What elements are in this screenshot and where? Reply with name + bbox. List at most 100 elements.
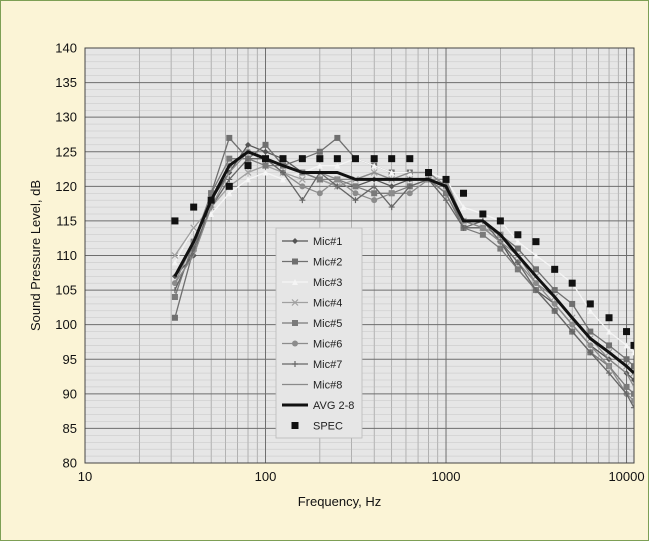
legend-item: Mic#2: [282, 257, 342, 269]
data-point: [226, 176, 233, 183]
data-point: [190, 224, 198, 232]
data-point: [371, 162, 378, 169]
x-tick-label: 10000: [608, 469, 644, 484]
legend-label: Mic#1: [313, 236, 342, 248]
data-point: [442, 175, 450, 183]
data-point: [514, 245, 521, 252]
data-point: [460, 189, 468, 197]
data-point: [569, 300, 576, 307]
data-point: [279, 155, 287, 163]
data-point: [171, 287, 178, 294]
data-point: [569, 328, 576, 335]
legend-box: [275, 227, 363, 439]
data-point: [262, 169, 269, 176]
x-tick-label: 100: [255, 469, 277, 484]
legend-item: Mic#7: [282, 359, 342, 371]
data-point: [262, 141, 269, 148]
y-tick-label: 125: [55, 144, 77, 159]
data-point: [371, 197, 378, 204]
data-point: [388, 155, 396, 163]
data-point: [532, 266, 539, 273]
data-point: [587, 307, 594, 314]
data-point: [551, 300, 558, 307]
data-point: [371, 183, 378, 190]
data-point: [514, 259, 521, 266]
data-point: [298, 155, 306, 163]
legend-item: Mic#8: [282, 380, 342, 392]
data-point: [551, 265, 559, 273]
y-tick-label: 135: [55, 75, 77, 90]
data-point: [262, 162, 269, 169]
data-point: [316, 190, 323, 197]
data-point: [370, 155, 378, 163]
data-point: [171, 217, 179, 225]
data-point: [292, 238, 298, 244]
y-axis-label: Sound Pressure Level, dB: [28, 180, 43, 331]
data-point: [587, 328, 594, 335]
data-point: [316, 176, 323, 183]
data-point: [226, 134, 233, 141]
data-point: [496, 217, 504, 225]
data-point: [497, 245, 504, 252]
y-tick-label: 140: [55, 41, 77, 56]
data-point: [623, 328, 631, 336]
data-point: [334, 162, 341, 169]
data-point: [352, 190, 359, 197]
data-point: [244, 169, 252, 176]
y-tick-label: 110: [56, 248, 77, 263]
data-point: [171, 314, 178, 321]
data-point: [292, 320, 298, 326]
legend-label: Mic#6: [313, 339, 342, 351]
data-point: [280, 176, 287, 183]
data-point: [388, 169, 395, 176]
data-point: [316, 155, 324, 163]
legend-item: Mic#1: [282, 236, 342, 248]
data-point: [631, 363, 634, 370]
y-tick-label: 80: [63, 456, 77, 471]
data-point: [225, 182, 233, 190]
y-tick-label: 115: [56, 213, 77, 228]
data-point: [292, 361, 298, 367]
y-tick-label: 90: [63, 386, 77, 401]
data-point: [551, 307, 558, 314]
data-point: [291, 299, 299, 306]
data-point: [226, 155, 233, 162]
data-point: [606, 342, 613, 349]
data-point: [514, 231, 522, 239]
legend-label: Mic#2: [313, 257, 342, 269]
legend: Mic#1 Mic#2 Mic#3 Mic#4 Mic#5 Mic#6 Mic#7 Mic#8…: [275, 227, 363, 439]
data-point: [569, 321, 576, 328]
data-point: [171, 259, 178, 266]
data-point: [631, 390, 634, 397]
data-point: [605, 314, 613, 322]
data-point: [479, 231, 486, 238]
y-tick-label: 120: [55, 179, 77, 194]
data-point: [623, 342, 630, 349]
data-point: [190, 203, 198, 211]
data-point: [207, 196, 215, 204]
data-point: [606, 370, 613, 377]
data-point: [371, 190, 378, 197]
data-point: [514, 266, 521, 273]
data-point: [292, 258, 298, 265]
legend-label: Mic#8: [313, 380, 342, 392]
data-point: [568, 279, 576, 287]
data-point: [333, 155, 341, 163]
legend-label: Mic#3: [313, 277, 342, 289]
y-tick-label: 105: [55, 283, 77, 298]
series-mic-7: [171, 155, 634, 411]
data-point: [245, 141, 252, 148]
legend-item: AVG 2-8: [282, 400, 354, 412]
data-point: [298, 175, 306, 183]
legend-label: Mic#5: [313, 318, 342, 330]
data-point: [623, 356, 630, 363]
data-point: [226, 190, 233, 197]
data-point: [587, 349, 594, 356]
data-point: [586, 300, 594, 308]
data-point: [587, 342, 594, 349]
x-tick-label: 10: [78, 469, 92, 484]
legend-label: AVG 2-8: [313, 400, 354, 412]
data-point: [532, 287, 539, 294]
data-point: [606, 363, 613, 370]
data-point: [532, 252, 539, 259]
